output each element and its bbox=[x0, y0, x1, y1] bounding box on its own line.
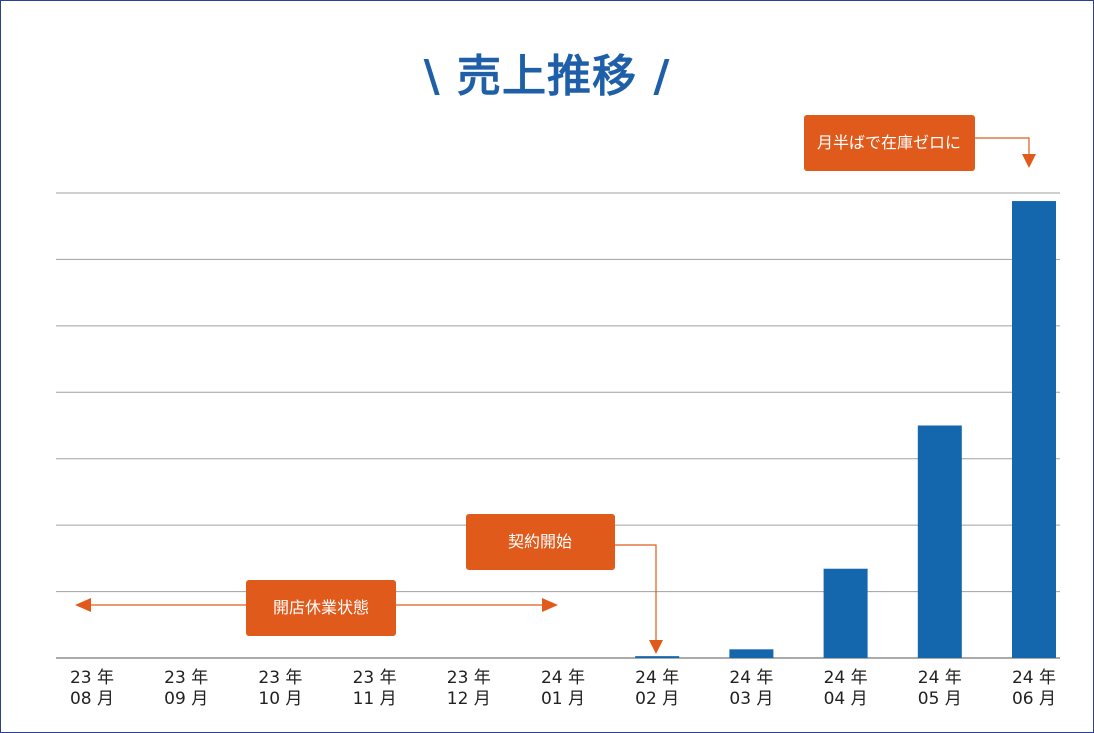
x-tick-label-month: 12 月 bbox=[447, 689, 491, 709]
x-tick-label-month: 05 月 bbox=[918, 689, 962, 709]
annotation-soldout-box bbox=[804, 115, 975, 171]
x-tick-label-month: 09 月 bbox=[164, 689, 208, 709]
bar bbox=[823, 568, 868, 658]
x-tick-label-month: 04 月 bbox=[824, 689, 868, 709]
left-arrowhead bbox=[75, 598, 91, 612]
annotation-soldout-label: 月半ばで在庫ゼロに bbox=[817, 133, 961, 152]
x-tick-label-month: 01 月 bbox=[541, 689, 585, 709]
x-tick-label-month: 10 月 bbox=[258, 689, 302, 709]
bar bbox=[1012, 201, 1056, 658]
x-tick-label-year: 24 年 bbox=[635, 668, 679, 688]
x-tick-label-year: 23 年 bbox=[258, 668, 302, 688]
x-tick-label-year: 23 年 bbox=[70, 668, 114, 688]
bar bbox=[635, 656, 680, 658]
annotation-closed-box bbox=[246, 580, 396, 636]
x-tick-label-month: 03 月 bbox=[729, 689, 773, 709]
x-tick-label-year: 23 年 bbox=[353, 668, 397, 688]
annotation-soldout-arrowhead bbox=[1022, 154, 1036, 168]
x-tick-label-year: 24 年 bbox=[824, 668, 868, 688]
x-tick-label-month: 02 月 bbox=[635, 689, 679, 709]
annotation-contract-box bbox=[466, 514, 615, 570]
x-tick-label-year: 24 年 bbox=[729, 668, 773, 688]
annotation-contract-arrowhead bbox=[649, 640, 663, 654]
right-arrowhead bbox=[542, 598, 558, 612]
annotation-soldout-leader bbox=[974, 137, 1030, 156]
x-tick-label-year: 24 年 bbox=[1012, 668, 1056, 688]
bar bbox=[917, 425, 962, 658]
x-tick-label-month: 06 月 bbox=[1012, 689, 1056, 709]
x-tick-label-year: 23 年 bbox=[447, 668, 491, 688]
annotation-closed-label: 開店休業状態 bbox=[273, 598, 369, 617]
x-tick-label-year: 23 年 bbox=[164, 668, 208, 688]
x-tick-label-year: 24 年 bbox=[918, 668, 962, 688]
x-tick-label-month: 08 月 bbox=[70, 689, 114, 709]
annotation-contract-leader bbox=[614, 544, 657, 642]
x-tick-label-month: 11 月 bbox=[353, 689, 397, 709]
annotation-contract-label: 契約開始 bbox=[508, 532, 572, 551]
bar bbox=[729, 649, 774, 658]
x-tick-label-year: 24 年 bbox=[541, 668, 585, 688]
chart-title: \ 売上推移 / bbox=[423, 51, 671, 102]
